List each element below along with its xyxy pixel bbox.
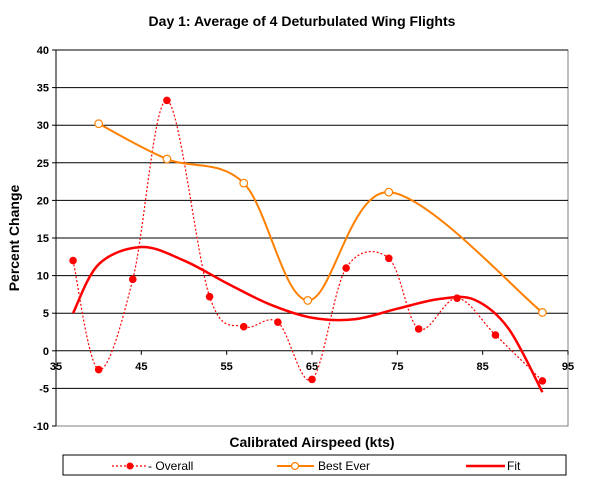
data-point-overall (163, 96, 171, 105)
data-point-overall (239, 322, 248, 331)
y-tick-label: 5 (43, 308, 49, 320)
y-tick-label: 0 (43, 346, 49, 358)
data-point-overall (94, 365, 103, 374)
y-tick-label: 30 (37, 120, 49, 132)
data-point-overall (538, 377, 547, 385)
data-point-overall (342, 264, 350, 272)
data-point-overall (414, 325, 423, 333)
legend-best-ever-label: Best Ever (318, 459, 370, 473)
y-axis-title: Percent Change (6, 184, 22, 291)
x-tick-label: 75 (391, 361, 403, 373)
legend-fit-label: Fit (507, 459, 521, 473)
x-tick-label: 35 (50, 361, 62, 373)
series-line-overall (72, 99, 543, 382)
grid-lines (56, 49, 568, 389)
legend: - Overall Best Ever Fit (62, 454, 567, 476)
series-line-fit (71, 245, 544, 393)
data-point-best-ever (94, 119, 104, 129)
data-point-overall (274, 318, 282, 327)
data-point-overall (308, 375, 316, 384)
data-point-best-ever (239, 178, 249, 188)
data-point-overall (385, 254, 393, 263)
data-point-overall (129, 275, 137, 284)
data-point-best-ever (162, 154, 172, 164)
data-point-overall (69, 256, 77, 265)
y-tick-label: 10 (37, 271, 49, 283)
x-tick-label: 85 (477, 361, 489, 373)
x-tick-label: 55 (221, 361, 233, 373)
y-tick-label: 20 (37, 195, 49, 207)
series-layer (69, 96, 547, 393)
x-tick-label: 95 (562, 361, 574, 373)
legend-overall-label: - Overall (148, 459, 193, 473)
x-tick-label: 45 (135, 361, 147, 373)
y-tick-label: 25 (37, 158, 49, 170)
legend-box (62, 454, 567, 476)
x-axis-title: Calibrated Airspeed (kts) (229, 434, 394, 450)
legend-best-ever-marker (290, 461, 300, 471)
data-point-overall (491, 331, 500, 339)
data-point-best-ever (538, 308, 547, 317)
legend-overall-marker (126, 462, 134, 470)
y-tick-label: 35 (37, 83, 49, 95)
y-tick-labels: -10 -5 0 5 10 15 20 25 30 35 40 (33, 45, 49, 433)
y-tick-label: 40 (37, 45, 49, 57)
y-tick-label: -10 (33, 421, 49, 433)
x-tick-labels: 35 45 55 65 75 85 95 (50, 361, 574, 373)
y-tick-label: -5 (39, 383, 49, 395)
axes (52, 49, 569, 427)
chart-title: Day 1: Average of 4 Deturbulated Wing Fl… (149, 13, 456, 29)
data-point-overall (205, 292, 214, 301)
data-point-best-ever (384, 187, 394, 197)
x-tick-label: 65 (306, 361, 318, 373)
data-point-best-ever (303, 296, 313, 305)
y-tick-label: 15 (37, 233, 49, 245)
